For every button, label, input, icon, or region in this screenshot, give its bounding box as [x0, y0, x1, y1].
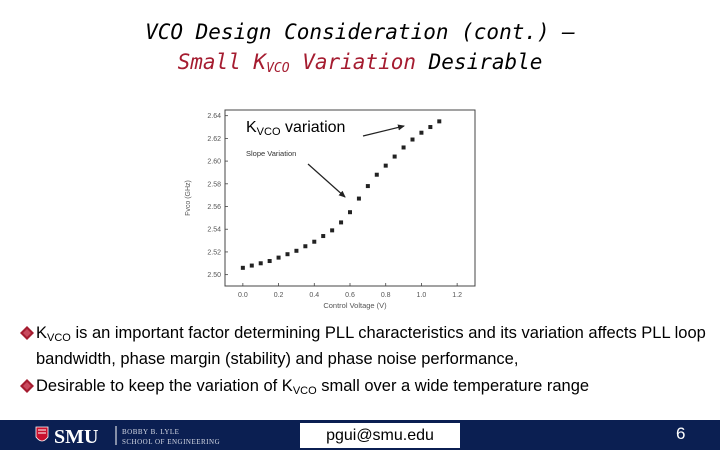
y-tick-label: 2.58 [207, 181, 221, 188]
y-tick-label: 2.62 [207, 136, 221, 143]
x-axis-label: Control Voltage (V) [323, 301, 387, 310]
data-point [267, 259, 272, 264]
x-tick-label: 0.2 [274, 292, 284, 299]
y-tick-label: 2.54 [207, 227, 221, 234]
title-kvco-subscript: VCO [266, 61, 290, 76]
data-point [383, 163, 388, 168]
data-point [392, 154, 397, 159]
bullet1-text: is an important factor determining PLL c… [36, 324, 706, 368]
slope-variation-label: Slope Variation [246, 149, 296, 158]
logo-smu-text: SMU [54, 426, 98, 447]
y-axis-label: Fvco (GHz) [185, 180, 192, 216]
y-tick-label: 2.56 [207, 204, 221, 211]
bullet2-pre: Desirable to keep the variation of K [36, 377, 293, 395]
logo-school-line2: SCHOOL OF ENGINEERING [122, 438, 220, 446]
data-point [276, 255, 281, 260]
footer-bar: SMU BOBBY B. LYLE SCHOOL OF ENGINEERING … [0, 420, 720, 450]
slide-title-line2: Small KVCO Variation Desirable [0, 50, 720, 76]
kvco-rest: variation [281, 119, 346, 136]
y-tick-label: 2.64 [207, 113, 221, 120]
data-point [401, 145, 406, 150]
data-point [294, 248, 299, 253]
bullet1-sub: VCO [47, 332, 71, 344]
diamond-bullet-icon [20, 326, 34, 340]
data-point [312, 239, 317, 244]
bullet1-k: K [36, 324, 48, 342]
data-point [374, 172, 379, 177]
title-desirable: Desirable [416, 50, 543, 74]
shield-icon [35, 426, 49, 442]
page-number: 6 [676, 424, 686, 443]
data-point [330, 228, 335, 233]
vco-frequency-chart: 2.50 2.52 2.54 2.56 2.58 2.60 2.62 2.64 0.0 0.2 0… [185, 109, 476, 310]
data-point [285, 252, 290, 257]
bullet-list: KVCO is an important factor determining … [20, 323, 710, 402]
kvco-variation-label: KVCO variation [246, 119, 345, 138]
kvco-k: K [246, 119, 257, 136]
title-small-k: Small K [177, 50, 267, 74]
y-tick-label: 2.50 [207, 272, 221, 279]
data-point [321, 234, 326, 239]
data-point [258, 261, 263, 266]
x-tick-label: 0.6 [345, 292, 355, 299]
data-point [356, 196, 361, 201]
diamond-bullet-icon [20, 379, 34, 393]
y-tick-label: 2.52 [207, 249, 221, 256]
slide-title-line1: VCO Design Consideration (cont.) – [145, 20, 575, 44]
footer-email: pgui@smu.edu [300, 423, 460, 448]
data-point [428, 125, 433, 130]
logo-school-line1: BOBBY B. LYLE [122, 428, 179, 436]
title-variation: Variation [289, 50, 416, 74]
bullet-desirable: Desirable to keep the variation of KVCO … [20, 376, 710, 402]
data-point [240, 265, 245, 270]
y-tick-label: 2.60 [207, 159, 221, 166]
data-point [437, 119, 442, 124]
x-tick-label: 1.2 [452, 292, 462, 299]
data-point [303, 244, 308, 249]
smu-lyle-logo: SMU BOBBY B. LYLE SCHOOL OF ENGINEERING [35, 426, 220, 447]
x-tick-label: 0.0 [238, 292, 248, 299]
x-tick-label: 1.0 [417, 292, 427, 299]
data-point [348, 210, 352, 215]
bullet2-sub: VCO [292, 385, 317, 397]
data-point [410, 137, 415, 142]
data-point [249, 263, 254, 268]
kvco-sub: VCO [257, 126, 281, 138]
kvco-arrow [362, 124, 405, 137]
x-tick-label: 0.4 [309, 292, 319, 299]
data-point [365, 184, 370, 189]
bullet2-text: small over a wide temperature range [316, 377, 590, 395]
data-point [419, 130, 424, 135]
data-point [339, 220, 344, 225]
bullet-kvco-factor: KVCO is an important factor determining … [20, 323, 710, 370]
slope-arrow [307, 163, 346, 198]
x-tick-label: 0.8 [381, 292, 391, 299]
